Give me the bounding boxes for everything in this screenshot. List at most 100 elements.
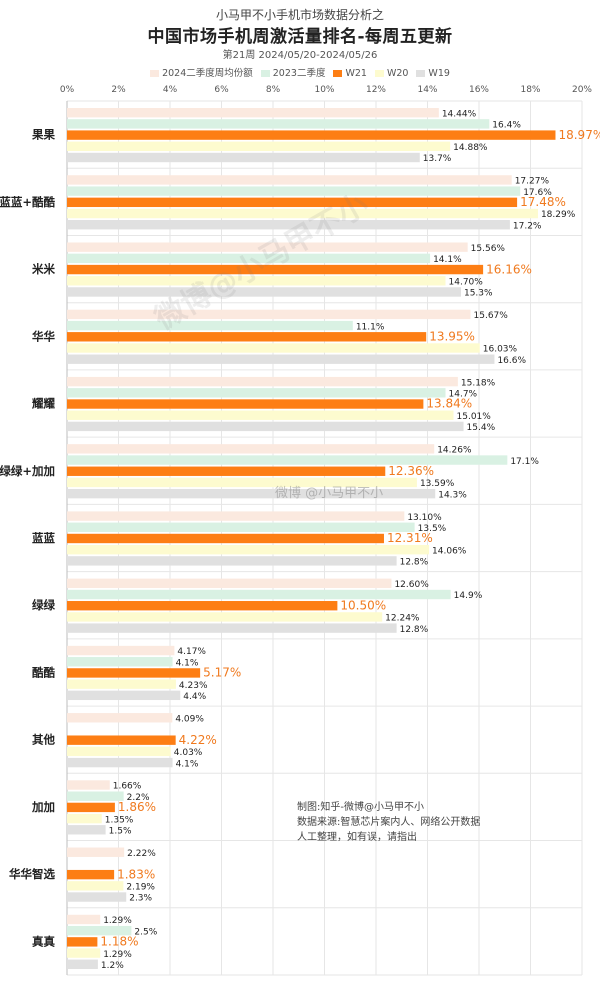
category-label: 蓝蓝+酷酷 — [0, 195, 55, 209]
data-label: 12.24% — [385, 614, 420, 624]
data-label: 13.7% — [423, 154, 452, 164]
bar — [67, 813, 102, 824]
x-tick-label: 12% — [366, 85, 386, 95]
note-line-disclaimer: 人工整理，如有误，请指出 — [297, 832, 417, 843]
data-label: 16.4% — [492, 121, 521, 131]
bar — [67, 264, 484, 275]
data-label: 13.5% — [418, 524, 447, 534]
bar — [67, 376, 458, 387]
bar — [67, 186, 521, 196]
data-label: 13.59% — [420, 479, 455, 489]
data-label: 15.67% — [474, 311, 509, 321]
bar — [67, 892, 127, 902]
data-label: 4.4% — [183, 692, 206, 702]
x-tick-label: 10% — [314, 85, 334, 95]
bar — [67, 544, 430, 555]
data-label: 15.4% — [467, 423, 496, 433]
category-label: 华华 — [32, 329, 55, 343]
data-label: 2.22% — [127, 849, 156, 859]
bar — [67, 455, 508, 465]
bar — [67, 477, 417, 488]
x-tick-label: 20% — [572, 85, 592, 95]
data-label: 11.1% — [356, 322, 385, 332]
data-label: 15.56% — [471, 244, 506, 254]
note-line-author: 制图:知乎-微博@小马甲不小 — [297, 802, 424, 813]
legend-label: W21 — [345, 68, 367, 79]
data-label: 2.5% — [134, 927, 157, 937]
data-label: 17.48% — [520, 195, 566, 209]
legend-swatch — [260, 70, 270, 77]
data-label: 16.16% — [486, 262, 532, 276]
data-label: 13.10% — [407, 513, 442, 523]
data-label: 1.5% — [109, 827, 132, 837]
data-label: 16.6% — [497, 356, 526, 366]
bar — [67, 522, 415, 532]
data-label: 12.31% — [387, 531, 433, 545]
bar — [67, 825, 106, 835]
legend-label: W20 — [386, 68, 409, 79]
x-tick-label: 4% — [163, 85, 178, 95]
bar — [67, 466, 386, 476]
data-label: 14.44% — [442, 109, 477, 119]
bar — [67, 623, 397, 633]
category-label: 绿绿+加加 — [0, 464, 55, 478]
data-label: 14.9% — [454, 591, 483, 601]
legend-swatch — [333, 70, 343, 77]
bar — [67, 141, 451, 151]
bar — [67, 601, 338, 611]
bar — [67, 556, 397, 566]
data-label: 15.18% — [461, 378, 496, 388]
bar — [67, 444, 435, 454]
bar — [67, 253, 431, 264]
data-label: 1.29% — [103, 950, 132, 960]
data-label: 1.86% — [118, 800, 156, 814]
data-label: 14.88% — [453, 143, 488, 153]
category-label: 米米 — [31, 262, 55, 276]
bar — [67, 108, 439, 118]
bar — [67, 197, 518, 208]
bar — [67, 388, 446, 398]
bar — [67, 690, 181, 701]
data-label: 4.09% — [175, 714, 204, 724]
bar — [67, 354, 495, 364]
data-label: 2.19% — [126, 883, 155, 893]
legend-label: 2023二季度 — [272, 68, 326, 79]
bar — [67, 320, 353, 331]
bar — [67, 645, 175, 656]
bar — [67, 220, 510, 230]
bar — [67, 735, 176, 745]
category-label: 华华智选 — [9, 867, 55, 881]
data-label: 4.03% — [174, 748, 203, 758]
legend-item: W19 — [416, 68, 450, 79]
category-label: 耀耀 — [32, 397, 55, 411]
data-label: 17.27% — [515, 177, 550, 187]
x-tick-label: 18% — [520, 85, 540, 95]
legend: 2024二季度周均份额 2023二季度 W21 W20 W19 — [0, 65, 600, 79]
bar — [67, 309, 471, 320]
data-label: 18.29% — [541, 210, 576, 220]
legend-item: W20 — [374, 68, 409, 79]
bar — [67, 713, 173, 723]
category-label: 真真 — [32, 934, 55, 948]
bar — [67, 959, 98, 969]
data-label: 15.01% — [457, 412, 492, 422]
bar — [67, 612, 383, 622]
data-label: 14.26% — [437, 446, 472, 456]
legend-item: 2023二季度 — [260, 65, 326, 79]
data-label: 17.1% — [510, 457, 539, 467]
x-tick-label: 0% — [60, 85, 75, 95]
chart-subtitle: 小马甲不小手机市场数据分析之 — [215, 8, 384, 22]
data-label: 12.36% — [388, 464, 434, 478]
legend-item: 2024二季度周均份额 — [150, 65, 253, 79]
data-label: 1.66% — [113, 782, 142, 792]
bar — [67, 276, 446, 286]
bar — [67, 657, 173, 667]
bar — [67, 533, 384, 544]
data-label: 17.2% — [513, 221, 542, 231]
bar — [67, 780, 110, 790]
category-label: 加加 — [31, 800, 55, 814]
data-label: 5.17% — [203, 666, 241, 680]
category-label: 果果 — [31, 128, 55, 142]
data-label: 14.1% — [433, 255, 462, 265]
